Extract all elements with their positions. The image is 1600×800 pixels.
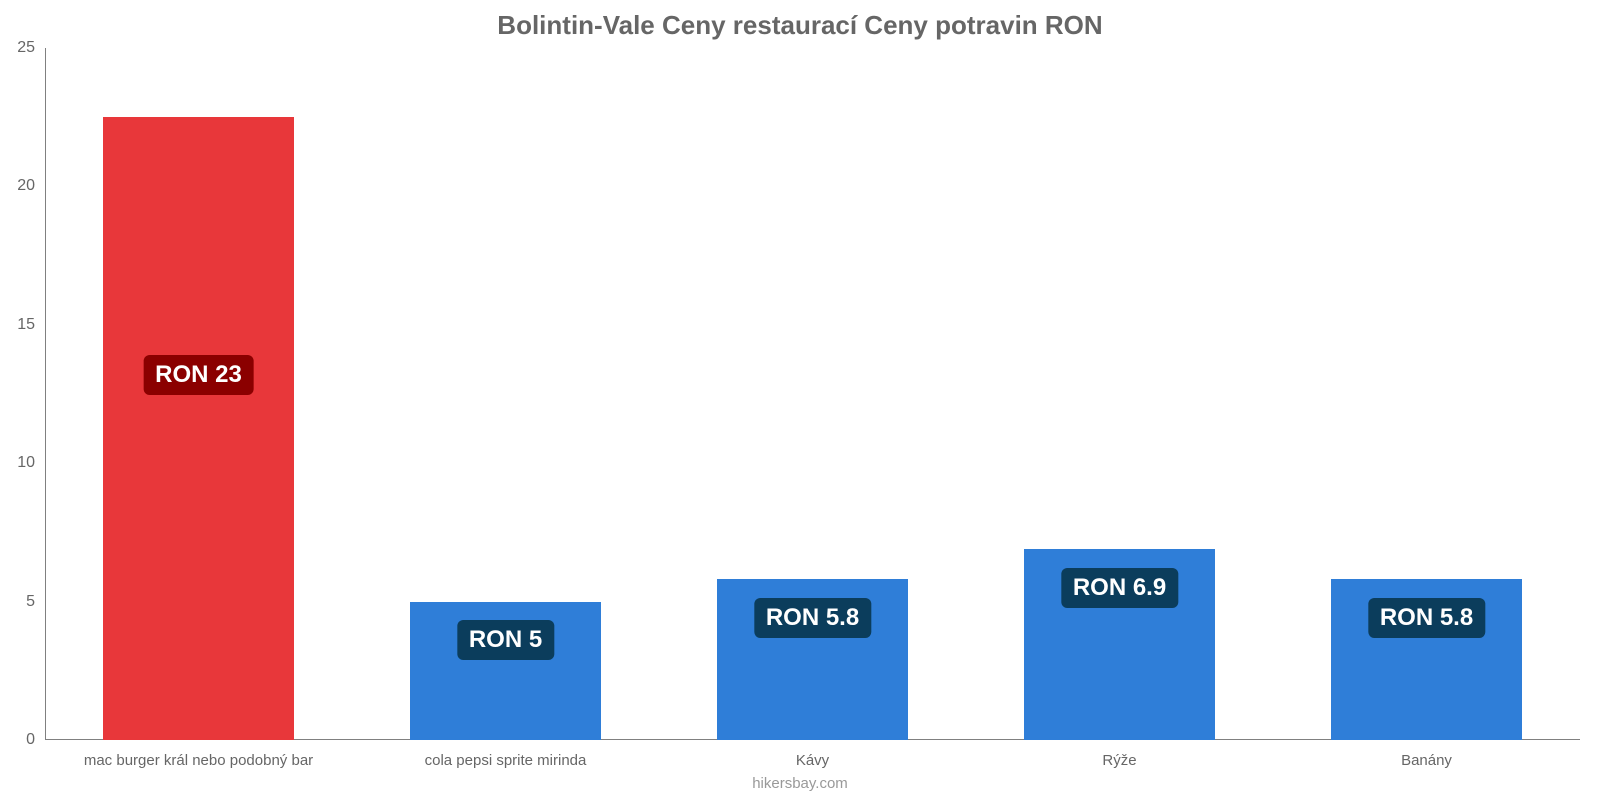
x-tick-label: Rýže (1102, 752, 1136, 769)
chart-title: Bolintin-Vale Ceny restaurací Ceny potra… (0, 0, 1600, 41)
chart-caption: hikersbay.com (752, 775, 848, 792)
price-bar-chart: Bolintin-Vale Ceny restaurací Ceny potra… (0, 0, 1600, 800)
x-tick-label: mac burger král nebo podobný bar (84, 752, 313, 769)
bar-value-label: RON 5 (457, 620, 554, 660)
y-tick-label: 25 (17, 39, 45, 57)
y-tick-label: 15 (17, 316, 45, 334)
x-tick-label: cola pepsi sprite mirinda (425, 752, 587, 769)
x-tick-label: Kávy (796, 752, 829, 769)
bar (103, 117, 293, 740)
bars-container: RON 23 RON 5 RON 5.8 RON 6.9 RON 5.8 (45, 48, 1580, 740)
y-tick-label: 5 (26, 593, 45, 611)
bar-value-label: RON 6.9 (1061, 568, 1178, 608)
x-tick-label: Banány (1401, 752, 1452, 769)
bar-value-label: RON 5.8 (1368, 598, 1485, 638)
bar-value-label: RON 23 (143, 355, 254, 395)
y-tick-label: 0 (26, 731, 45, 749)
y-tick-label: 20 (17, 177, 45, 195)
plot-area: 0510152025 RON 23RON 5RON 5.8RON 6.9RON … (45, 48, 1580, 740)
y-tick-label: 10 (17, 454, 45, 472)
bar-value-label: RON 5.8 (754, 598, 871, 638)
